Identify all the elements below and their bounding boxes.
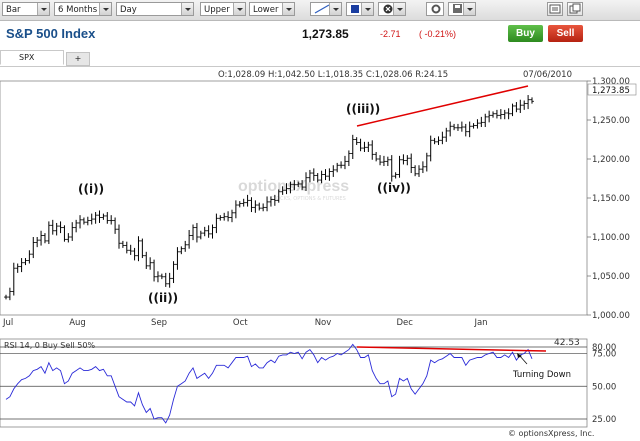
chevron-down-icon — [233, 3, 245, 15]
wave-label-i: ((i)) — [78, 182, 104, 196]
interval-select[interactable]: Day — [116, 2, 194, 16]
tab-spx[interactable]: SPX — [0, 50, 64, 65]
range-value: 6 Months — [58, 5, 98, 15]
price-tick-label: 1,250.00 — [592, 116, 630, 126]
price-change: -2.71 — [380, 29, 401, 39]
month-label: Sep — [151, 318, 167, 328]
delete-select[interactable] — [378, 2, 406, 16]
color-select[interactable] — [346, 2, 374, 16]
price-tick-label: 1,150.00 — [592, 194, 630, 204]
rsi-value: 42.53 — [554, 338, 580, 348]
popout-icon — [569, 3, 581, 14]
last-price-tag-text: 1,273.85 — [592, 86, 630, 96]
save-select[interactable] — [448, 2, 476, 16]
last-price-tag — [587, 83, 637, 96]
month-label: Oct — [233, 318, 248, 328]
upper-value: Upper — [204, 5, 230, 15]
rsi-annotation: Turning Down — [512, 370, 571, 380]
chevron-down-icon — [282, 3, 294, 15]
sell-button[interactable]: Sell — [548, 25, 583, 42]
chevron-down-icon — [181, 3, 193, 15]
last-price: 1,273.85 — [302, 27, 349, 41]
arrow-head-icon — [517, 353, 522, 358]
price-bars — [4, 95, 534, 301]
lower-value: Lower — [253, 5, 279, 15]
time-axis: Jul Aug Sep Oct Nov Dec Jan — [2, 318, 488, 328]
print-icon — [549, 4, 561, 14]
chevron-down-icon — [37, 3, 49, 15]
range-select[interactable]: 6 Months — [54, 2, 112, 16]
price-change-pct: ( -0.21%) — [419, 29, 457, 39]
price-tick-label: 1,100.00 — [592, 233, 630, 243]
popout-button[interactable] — [567, 2, 583, 16]
trendline-icon — [314, 4, 330, 14]
date-readout: 07/06/2010 — [523, 70, 572, 80]
chevron-down-icon — [463, 3, 475, 15]
ohlc-readout: O:1,028.09 H:1,042.50 L:1,018.35 C:1,028… — [218, 70, 448, 80]
rsi-tick-label: 75.00 — [592, 350, 616, 360]
wave-label-iii: ((iii)) — [346, 102, 380, 116]
quote-header: S&P 500 Index 1,273.85 -2.71 ( -0.21%) B… — [0, 21, 640, 47]
gear-icon — [431, 4, 441, 14]
watermark-subtext: STOCKS, OPTIONS & FUTURES — [270, 196, 346, 202]
month-label: Aug — [69, 318, 86, 328]
chevron-down-icon — [361, 3, 373, 15]
color-swatch-icon — [351, 5, 359, 13]
price-tick-label: 1,050.00 — [592, 272, 630, 282]
page-title: S&P 500 Index — [6, 26, 96, 41]
chevron-down-icon — [393, 3, 405, 15]
buy-button[interactable]: Buy — [508, 25, 543, 42]
rsi-label: RSI 14, 0 Buy Sell 50% — [4, 341, 95, 350]
interval-value: Day — [120, 5, 137, 15]
price-tick-label: 1,300.00 — [592, 77, 630, 87]
price-tick-label: 1,000.00 — [592, 311, 630, 321]
footer-credit: © optionsXpress, Inc. — [508, 429, 594, 438]
chart-toolbar: Bar 6 Months Day Upper Lower — [0, 0, 640, 21]
chevron-down-icon — [329, 3, 341, 15]
rsi-tick-label: 80.00 — [592, 343, 616, 353]
settings-button[interactable] — [426, 2, 444, 16]
wave-label-ii: ((ii)) — [148, 291, 178, 305]
save-icon — [453, 4, 462, 13]
lower-indicator-select[interactable]: Lower — [249, 2, 295, 16]
rsi-tick-label: 25.00 — [592, 415, 616, 425]
price-chart: O:1,028.09 H:1,042.50 L:1,018.35 C:1,028… — [0, 70, 637, 438]
rsi-line — [5, 343, 533, 424]
rsi-plot-area — [0, 338, 588, 428]
delete-icon — [383, 4, 393, 14]
trendline-rsi — [356, 346, 547, 352]
chevron-down-icon — [99, 3, 111, 15]
print-button[interactable] — [547, 2, 563, 16]
chart-type-value: Bar — [6, 5, 21, 15]
line-style-select[interactable] — [310, 2, 342, 16]
rsi-tick-label: 50.00 — [592, 382, 616, 392]
month-label: Dec — [397, 318, 414, 328]
wave-label-iv: ((iv)) — [377, 181, 411, 195]
trendline-price — [356, 85, 529, 127]
price-axis: 1,300.00 1,250.00 1,200.00 1,150.00 1,100.00… — [587, 77, 630, 321]
chart-type-select[interactable]: Bar — [2, 2, 50, 16]
month-label: Nov — [315, 318, 332, 328]
price-tick-label: 1,200.00 — [592, 155, 630, 165]
upper-indicator-select[interactable]: Upper — [200, 2, 246, 16]
watermark-text: optionsXpress — [238, 178, 349, 195]
month-label: Jul — [2, 318, 13, 328]
month-label: Jan — [473, 318, 487, 328]
add-tab-button[interactable]: + — [66, 52, 90, 66]
symbol-tabs: SPX + — [0, 50, 640, 67]
